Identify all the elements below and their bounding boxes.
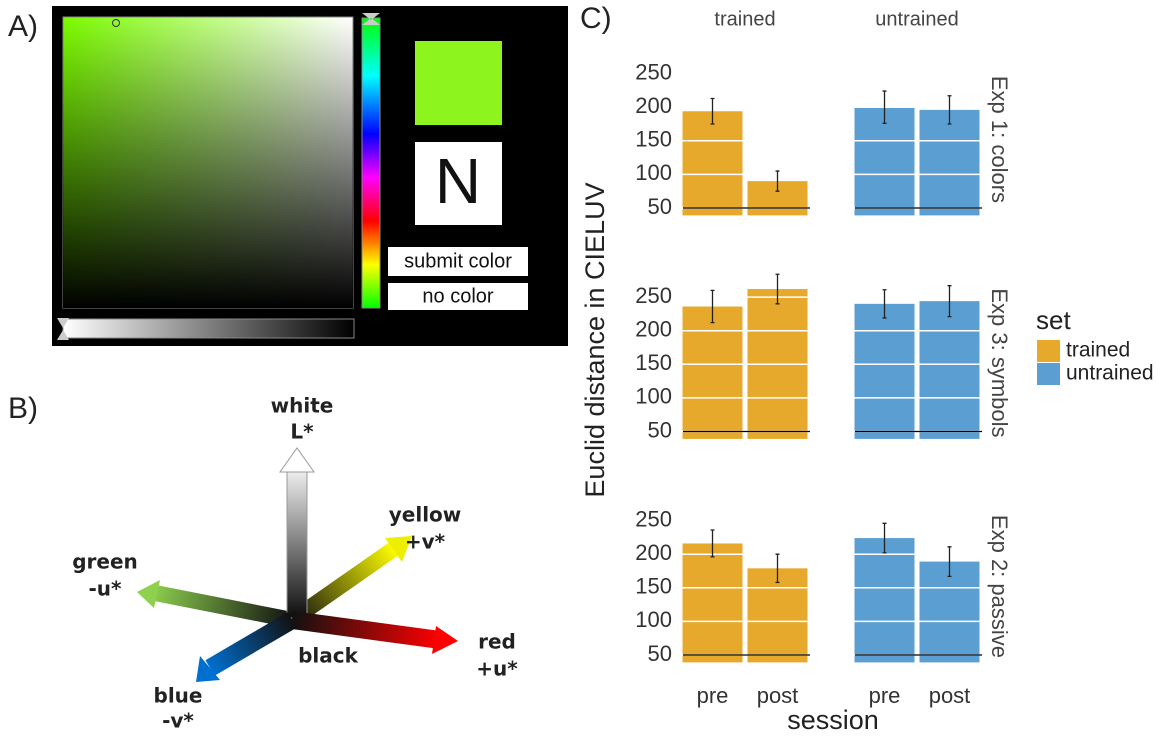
figure: A) N submit color no color B) white L* y… xyxy=(0,0,1169,738)
bar xyxy=(683,111,743,215)
y-tick-label: 100 xyxy=(635,607,672,632)
y-tick-label: 150 xyxy=(635,574,672,599)
button-label: no color xyxy=(422,285,493,307)
y-tick-label: 100 xyxy=(635,160,672,185)
arrow-shaft xyxy=(287,470,307,618)
axis-code: -u* xyxy=(89,577,123,601)
arrow-shaft xyxy=(155,593,292,620)
center-label: black xyxy=(298,644,359,668)
row-strip: Exp 1: colors xyxy=(987,76,1012,203)
legend-title: set xyxy=(1036,305,1071,335)
lightness-slider[interactable] xyxy=(63,319,354,338)
y-tick-label: 150 xyxy=(635,350,672,375)
y-tick-label: 50 xyxy=(648,641,672,666)
axis-name: red xyxy=(478,630,516,654)
y-tick-label: 250 xyxy=(635,506,672,531)
bar xyxy=(855,304,915,439)
axis-name: yellow xyxy=(389,503,462,527)
y-axis-title: Euclid distance in CIELUV xyxy=(580,182,610,497)
arrow-head xyxy=(432,626,458,654)
arrow-head xyxy=(280,448,314,472)
arrow-head xyxy=(137,580,160,608)
x-tick-label: pre xyxy=(869,683,901,708)
button-label: submit color xyxy=(404,250,512,272)
panel-label: C) xyxy=(580,2,612,35)
y-tick-label: 150 xyxy=(635,127,672,152)
axis-code: +u* xyxy=(476,657,518,681)
axis-name: blue xyxy=(154,684,203,708)
column-header: trained xyxy=(714,8,775,30)
legend-swatch xyxy=(1037,363,1060,385)
arrow-shaft xyxy=(292,620,440,640)
hue-slider[interactable] xyxy=(362,18,380,308)
y-tick-label: 100 xyxy=(635,384,672,409)
axis-code: L* xyxy=(290,420,314,444)
legend-label: untrained xyxy=(1066,362,1154,385)
axis-name: white xyxy=(271,394,334,418)
axis-code: -v* xyxy=(162,709,194,733)
letter: N xyxy=(435,145,481,217)
x-tick-label: post xyxy=(929,683,971,708)
x-tick-label: post xyxy=(757,683,799,708)
axis-name: green xyxy=(72,550,138,574)
bar xyxy=(855,538,915,662)
y-tick-label: 50 xyxy=(648,194,672,219)
arrow-shaft xyxy=(210,620,292,668)
legend-swatch xyxy=(1037,340,1060,362)
row-strip: Exp 3: symbols xyxy=(987,288,1012,437)
y-tick-label: 200 xyxy=(635,93,672,118)
axis-code: +v* xyxy=(405,530,446,554)
bar xyxy=(683,543,743,662)
column-header: untrained xyxy=(875,8,958,30)
color-swatch xyxy=(415,41,502,125)
color-field-shade xyxy=(63,17,353,308)
bar xyxy=(920,110,980,216)
legend-label: trained xyxy=(1066,339,1130,362)
x-axis-title: session xyxy=(787,705,879,735)
y-tick-label: 250 xyxy=(635,283,672,308)
y-tick-label: 200 xyxy=(635,317,672,342)
x-tick-label: pre xyxy=(697,683,729,708)
bar xyxy=(683,307,743,439)
y-tick-label: 200 xyxy=(635,540,672,565)
row-strip: Exp 2: passive xyxy=(987,515,1012,658)
y-tick-label: 250 xyxy=(635,59,672,84)
panel-label: B) xyxy=(8,392,38,425)
panel-label: A) xyxy=(8,10,38,43)
bar xyxy=(920,301,980,439)
y-tick-label: 50 xyxy=(648,417,672,442)
